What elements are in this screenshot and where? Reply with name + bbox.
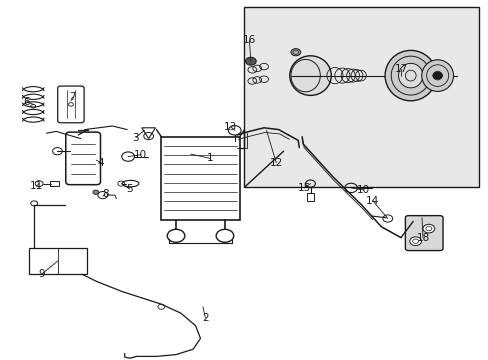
Bar bbox=[161, 137, 239, 220]
Text: 15: 15 bbox=[297, 183, 310, 193]
Text: 16: 16 bbox=[242, 35, 256, 45]
Circle shape bbox=[409, 237, 421, 246]
Text: 14: 14 bbox=[365, 195, 379, 206]
Circle shape bbox=[290, 49, 300, 56]
Circle shape bbox=[432, 72, 442, 79]
Text: 8: 8 bbox=[102, 189, 108, 199]
Text: 9: 9 bbox=[38, 269, 45, 279]
Circle shape bbox=[422, 224, 434, 233]
Circle shape bbox=[245, 57, 256, 65]
Ellipse shape bbox=[289, 56, 331, 95]
Bar bbox=[244, 7, 478, 187]
Text: 1: 1 bbox=[206, 153, 213, 163]
Circle shape bbox=[93, 190, 99, 194]
Text: 10: 10 bbox=[134, 150, 147, 160]
Text: 18: 18 bbox=[415, 233, 429, 243]
Text: 10: 10 bbox=[357, 185, 369, 195]
Text: 3: 3 bbox=[132, 132, 139, 143]
Text: 6: 6 bbox=[23, 96, 30, 107]
Text: 7: 7 bbox=[69, 92, 76, 102]
Text: 11: 11 bbox=[30, 181, 43, 191]
Text: 17: 17 bbox=[393, 64, 407, 74]
Text: 4: 4 bbox=[98, 158, 104, 168]
Text: 2: 2 bbox=[202, 312, 208, 323]
Text: 5: 5 bbox=[126, 184, 133, 194]
Ellipse shape bbox=[398, 63, 422, 88]
Text: 12: 12 bbox=[269, 158, 283, 168]
FancyBboxPatch shape bbox=[405, 216, 442, 251]
Ellipse shape bbox=[384, 50, 435, 101]
Bar bbox=[29, 248, 87, 274]
Text: 13: 13 bbox=[224, 122, 237, 132]
Ellipse shape bbox=[421, 60, 453, 91]
Bar bbox=[50, 181, 59, 186]
Bar bbox=[306, 193, 314, 201]
